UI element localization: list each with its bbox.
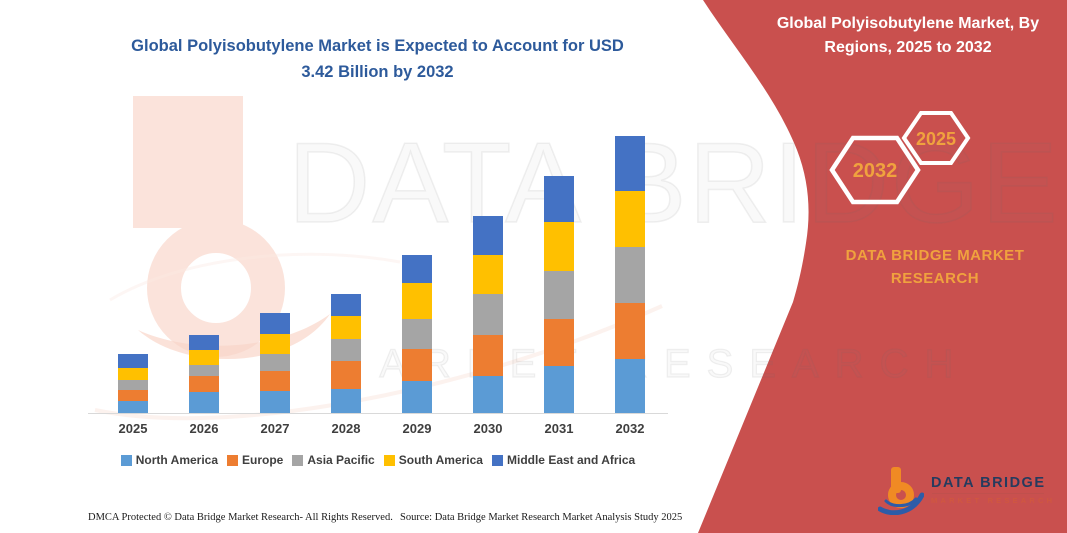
bar-segment-south-america xyxy=(189,350,219,365)
bar-segment-south-america xyxy=(544,222,574,271)
data-bridge-logo-icon xyxy=(878,467,924,515)
brand-line-1: DATA BRIDGE MARKET xyxy=(845,247,1025,264)
company-logo: DATA BRIDGE MARKET RESEARCH xyxy=(878,462,1058,518)
bar-segment-middle-east-and-africa xyxy=(402,255,432,283)
chart-legend: North America Europe Asia Pacific South Ame… xyxy=(78,453,678,467)
legend-label: South America xyxy=(398,453,483,467)
legend-swatch xyxy=(292,454,304,466)
bar-segment-europe xyxy=(473,335,503,376)
brand-line-2: RESEARCH xyxy=(890,270,980,288)
bar-segment-europe xyxy=(118,390,148,401)
bar-segment-asia-pacific xyxy=(260,354,290,371)
bar-segment-south-america xyxy=(615,191,645,247)
logo-company-name: DATA BRIDGE xyxy=(931,475,1046,491)
x-axis-label: 2029 xyxy=(402,421,432,436)
bar-segment-europe xyxy=(615,303,645,359)
legend-label: North America xyxy=(135,453,219,467)
banner-shape xyxy=(698,0,1067,533)
bar-segment-middle-east-and-africa xyxy=(189,335,219,350)
legend-item: North America xyxy=(120,453,219,467)
legend-item: Asia Pacific xyxy=(292,453,375,467)
legend-label: Europe xyxy=(242,453,284,467)
bar-segment-north-america xyxy=(118,401,148,413)
bar-segment-middle-east-and-africa xyxy=(331,294,361,316)
legend-item: Middle East and Africa xyxy=(491,453,636,467)
footer-dmca-text: DMCA Protected © Data Bridge Market Rese… xyxy=(88,512,393,523)
bar-segment-north-america xyxy=(260,391,290,413)
legend-item: Europe xyxy=(227,453,283,467)
x-axis-labels: 2025 2026 2027 2028 2029 2030 2031 2032 xyxy=(88,421,668,439)
bar-segment-south-america xyxy=(473,255,503,294)
bar-segment-europe xyxy=(544,319,574,366)
bar-segment-europe xyxy=(189,376,219,392)
bar-segment-middle-east-and-africa xyxy=(118,354,148,368)
bar-segment-middle-east-and-africa xyxy=(544,176,574,222)
legend-swatch xyxy=(227,454,239,466)
logo-divider xyxy=(932,493,1044,494)
bar-segment-south-america xyxy=(331,316,361,339)
legend-swatch xyxy=(491,454,503,466)
x-axis-label: 2030 xyxy=(473,421,503,436)
bar-segment-asia-pacific xyxy=(544,271,574,319)
legend-item: South America xyxy=(383,453,483,467)
chart-title-line-1: Global Polyisobutylene Market is Expecte… xyxy=(131,37,624,55)
logo-tagline: MARKET RESEARCH xyxy=(931,496,1056,505)
x-axis-label: 2027 xyxy=(260,421,290,436)
hexagon-2032 xyxy=(829,135,921,205)
hexagon-2025 xyxy=(901,111,971,165)
legend-swatch xyxy=(120,454,132,466)
hexagon-2032-label: 2032 xyxy=(853,160,898,182)
bar-segment-north-america xyxy=(402,381,432,413)
bar-segment-north-america xyxy=(473,376,503,413)
bar-segment-north-america xyxy=(189,392,219,413)
legend-swatch xyxy=(383,454,395,466)
x-axis-label: 2026 xyxy=(189,421,219,436)
banner-brand-text: DATA BRIDGE MARKET RESEARCH xyxy=(800,244,1067,291)
x-axis-label: 2025 xyxy=(118,421,148,436)
bar-segment-south-america xyxy=(402,283,432,319)
bar-segment-asia-pacific xyxy=(473,294,503,335)
bar-segment-europe xyxy=(260,371,290,391)
chart-title: Global Polyisobutylene Market is Expecte… xyxy=(100,34,655,85)
bar-segment-south-america xyxy=(118,368,148,380)
bar-segment-middle-east-and-africa xyxy=(615,136,645,191)
x-axis-label: 2028 xyxy=(331,421,361,436)
bar-segment-middle-east-and-africa xyxy=(260,313,290,334)
bar-segment-asia-pacific xyxy=(189,365,219,376)
legend-label: Asia Pacific xyxy=(307,453,375,467)
banner-title: Global Polyisobutylene Market, By Region… xyxy=(776,15,1040,56)
bar-segment-asia-pacific xyxy=(331,339,361,361)
bar-segment-north-america xyxy=(331,389,361,413)
watermark-text-primary: DATA BRIDGE xyxy=(287,119,1060,248)
bar-plot xyxy=(88,130,668,414)
bar-segment-middle-east-and-africa xyxy=(473,216,503,255)
bar-segment-asia-pacific xyxy=(402,319,432,349)
bar-segment-europe xyxy=(402,349,432,381)
bar-segment-asia-pacific xyxy=(615,247,645,303)
legend-label: Middle East and Africa xyxy=(506,453,636,467)
x-axis-label: 2031 xyxy=(544,421,574,436)
bar-segment-south-america xyxy=(260,334,290,354)
bar-segment-europe xyxy=(331,361,361,389)
bar-segment-north-america xyxy=(544,366,574,413)
chart-title-line-2: 3.42 Billion by 2032 xyxy=(301,62,454,81)
bar-segment-asia-pacific xyxy=(118,380,148,390)
hexagon-2025-label: 2025 xyxy=(916,129,956,149)
bar-segment-north-america xyxy=(615,359,645,413)
footer-source-text: Source: Data Bridge Market Research Mark… xyxy=(400,512,683,523)
x-axis-label: 2032 xyxy=(615,421,645,436)
